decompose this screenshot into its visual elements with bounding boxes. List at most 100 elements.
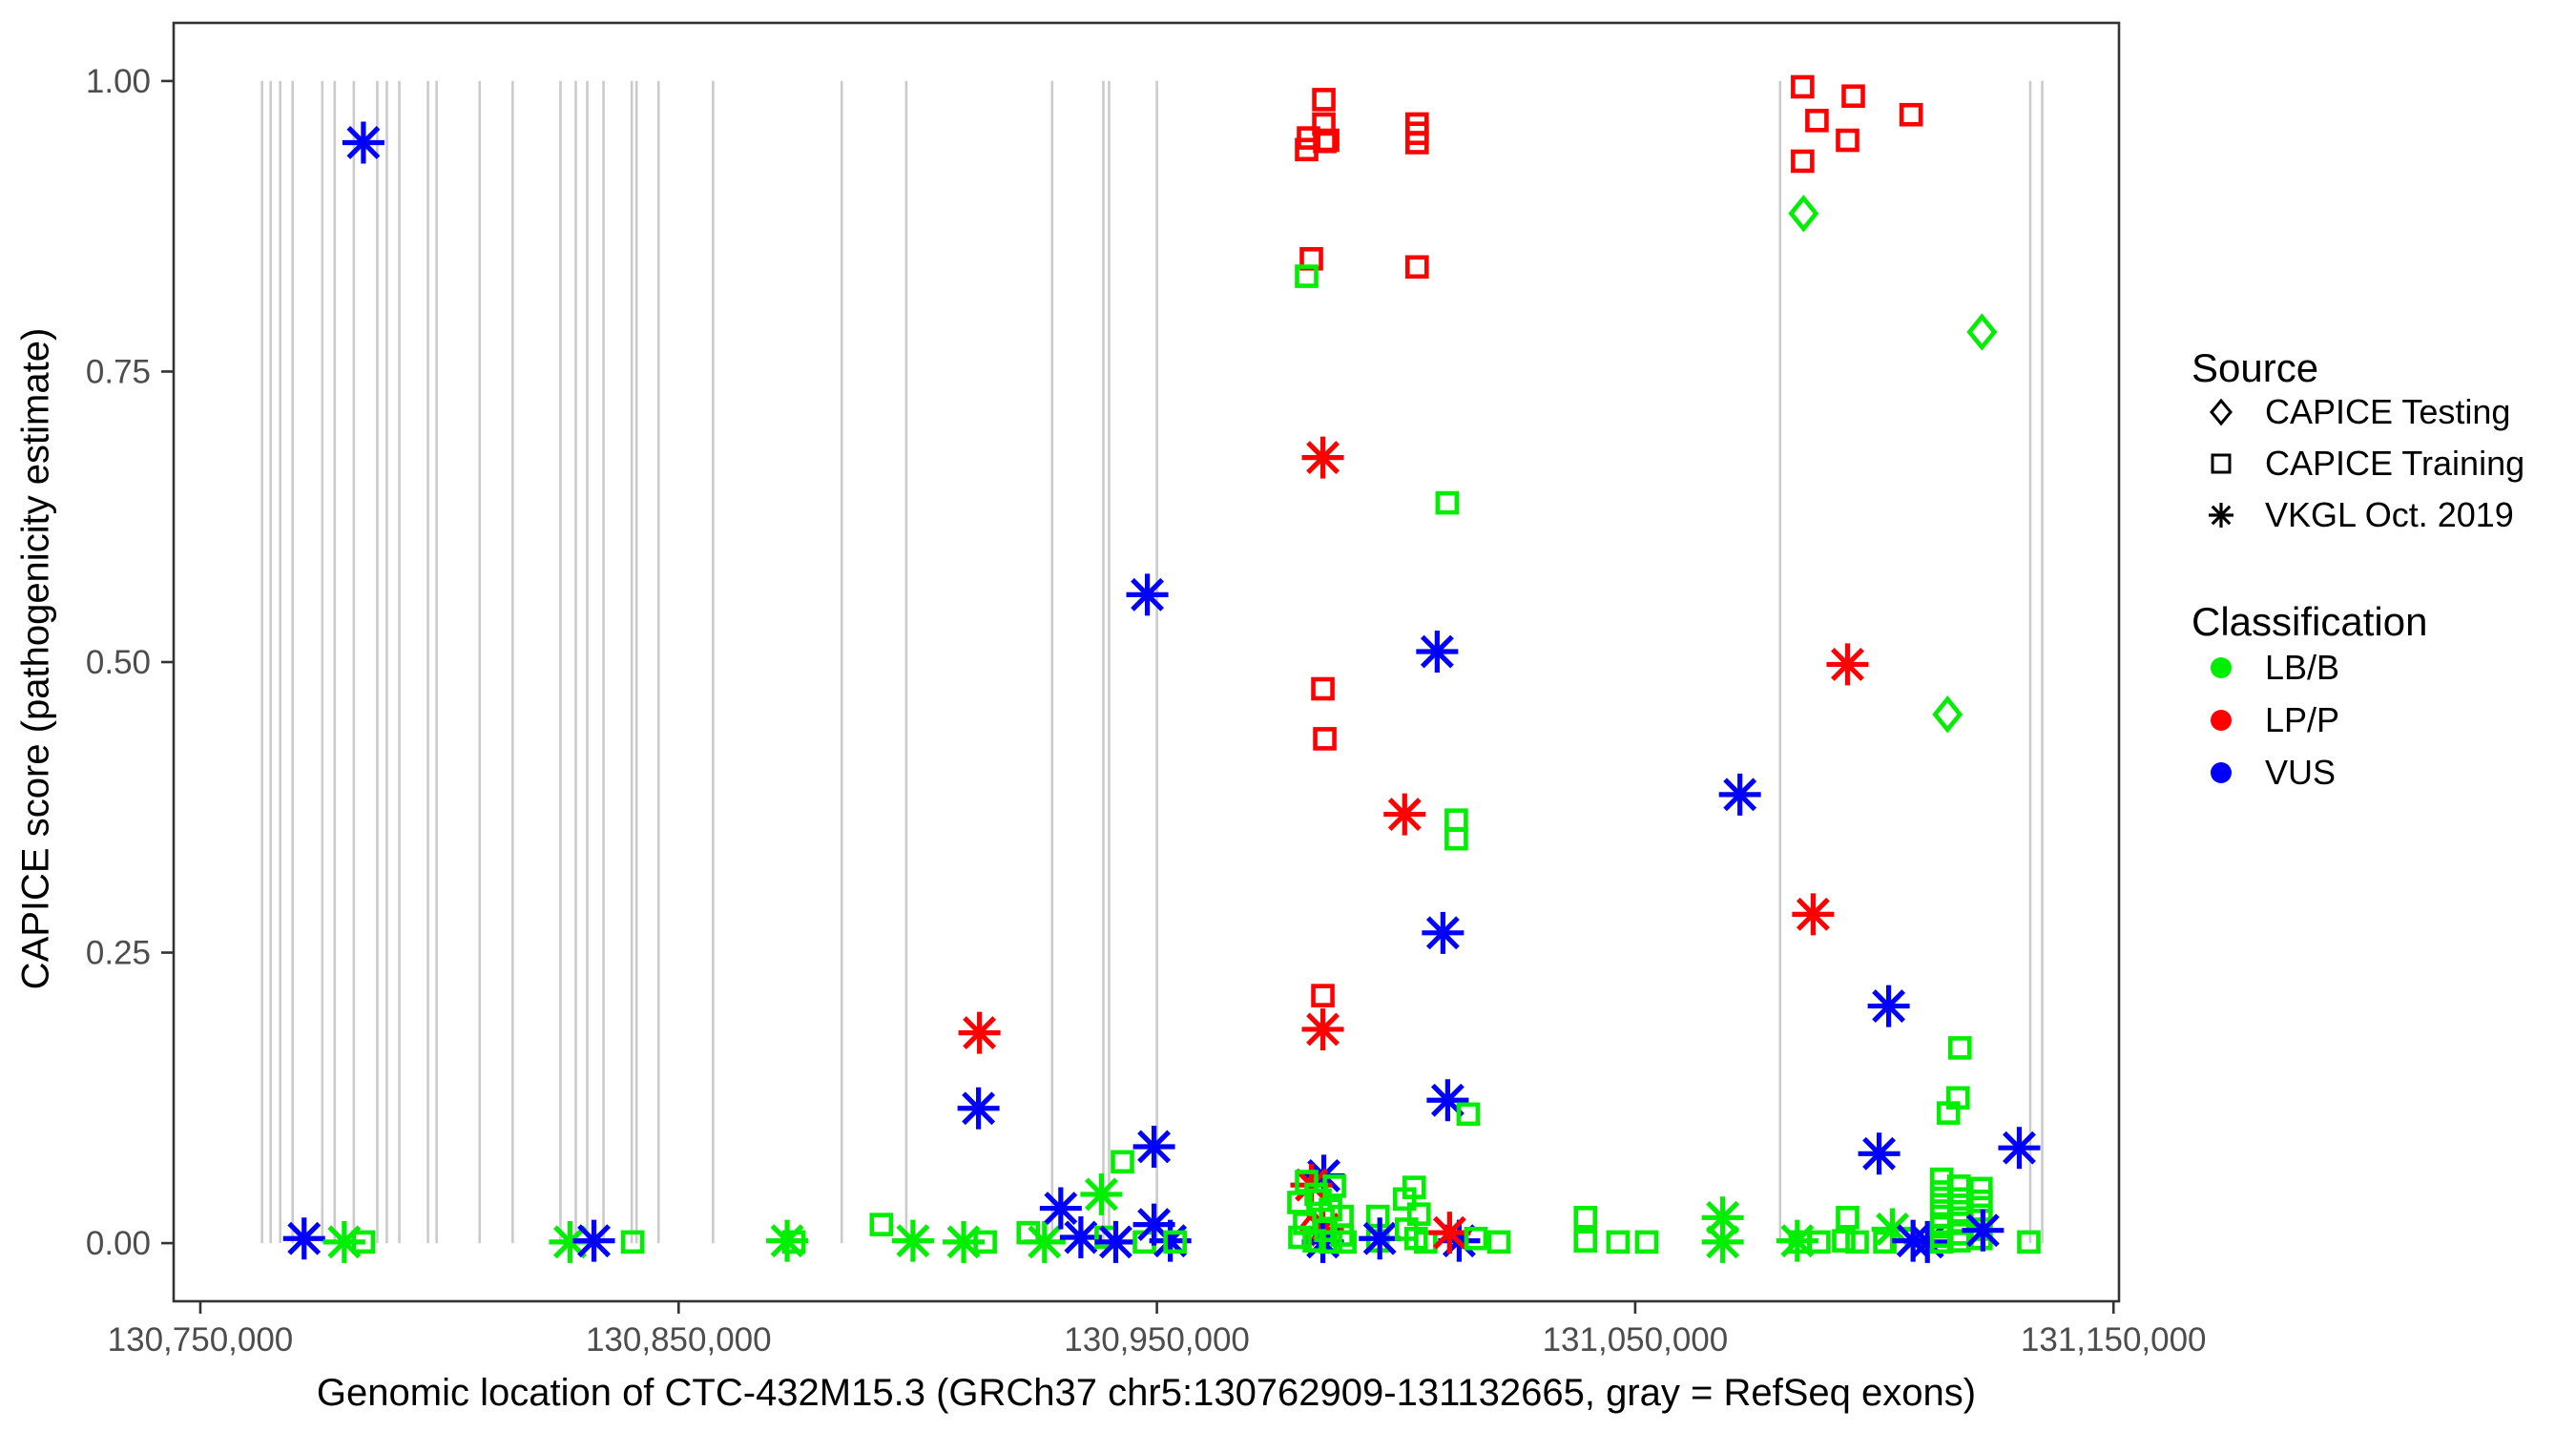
data-point bbox=[1422, 911, 1465, 954]
data-point bbox=[1416, 631, 1459, 674]
data-point bbox=[1946, 1229, 1971, 1253]
data-point bbox=[1836, 128, 1859, 153]
data-point bbox=[1701, 1220, 1744, 1263]
data-point bbox=[1998, 1127, 2041, 1170]
data-point bbox=[1094, 1220, 1137, 1263]
x-tick-label: 130,750,000 bbox=[108, 1321, 294, 1358]
data-point bbox=[1301, 436, 1344, 479]
square-icon bbox=[2211, 453, 2232, 474]
data-point bbox=[1322, 1174, 1346, 1198]
x-tick-label: 131,150,000 bbox=[2021, 1321, 2207, 1358]
data-point bbox=[1426, 1079, 1469, 1122]
data-point bbox=[1899, 102, 1923, 127]
data-point bbox=[1407, 1202, 1431, 1226]
data-point bbox=[1313, 727, 1337, 751]
data-point bbox=[1606, 1230, 1631, 1255]
data-point bbox=[1826, 643, 1869, 686]
y-tick-label: 1.00 bbox=[86, 63, 151, 100]
x-tick-label: 130,850,000 bbox=[586, 1321, 772, 1358]
data-point bbox=[1634, 1230, 1659, 1255]
legend-classification-title: Classification bbox=[2192, 599, 2428, 644]
asterisk-icon bbox=[2209, 503, 2233, 528]
data-point bbox=[1805, 109, 1829, 133]
green-dot-icon bbox=[2211, 657, 2232, 678]
legend-item-lpp: LP/P bbox=[2198, 697, 2339, 743]
data-point bbox=[1405, 131, 1429, 155]
data-point bbox=[1295, 264, 1319, 288]
data-point bbox=[958, 1011, 1001, 1054]
legend-item-capice-training: CAPICE Training bbox=[2198, 441, 2524, 487]
data-point bbox=[322, 1220, 365, 1263]
data-point bbox=[1359, 1217, 1402, 1260]
blue-dot-icon bbox=[2211, 762, 2232, 783]
data-point bbox=[1428, 1212, 1471, 1255]
data-point bbox=[1312, 88, 1336, 112]
legend-item-label: LB/B bbox=[2265, 648, 2340, 687]
y-tick-label: 0.00 bbox=[86, 1225, 151, 1262]
data-point bbox=[1573, 1205, 1598, 1230]
data-point bbox=[1333, 1230, 1357, 1255]
data-point bbox=[1962, 1209, 2005, 1252]
x-tick-label: 130,950,000 bbox=[1064, 1321, 1250, 1358]
data-point bbox=[2017, 1230, 2041, 1255]
y-axis-title: CAPICE score (pathogenicity estimate) bbox=[14, 327, 57, 990]
data-point bbox=[1316, 128, 1340, 153]
data-point bbox=[1792, 893, 1835, 936]
data-point bbox=[351, 1230, 376, 1255]
data-point bbox=[1791, 149, 1815, 174]
y-tick-label: 0.50 bbox=[86, 644, 151, 681]
legend-item-label: VUS bbox=[2265, 753, 2337, 792]
data-point bbox=[1456, 1102, 1481, 1127]
data-point bbox=[1969, 1176, 1993, 1201]
data-point bbox=[869, 1213, 894, 1236]
data-point bbox=[1867, 985, 1910, 1027]
data-point bbox=[1444, 826, 1468, 851]
data-point bbox=[1302, 1229, 1326, 1253]
data-point bbox=[1791, 74, 1815, 99]
data-point bbox=[1841, 84, 1865, 109]
data-point bbox=[1383, 793, 1426, 836]
data-point bbox=[1126, 573, 1169, 616]
data-point bbox=[1163, 1230, 1187, 1255]
data-point bbox=[1858, 1132, 1901, 1175]
data-point bbox=[1836, 1205, 1859, 1230]
data-point bbox=[1111, 1150, 1134, 1174]
data-point bbox=[1573, 1229, 1598, 1253]
data-point bbox=[1311, 676, 1335, 701]
data-point bbox=[1932, 695, 1963, 734]
data-point bbox=[1776, 1219, 1818, 1262]
data-point bbox=[1405, 255, 1429, 280]
data-point bbox=[1718, 773, 1761, 816]
data-point bbox=[620, 1230, 645, 1255]
y-tick-label: 0.25 bbox=[86, 935, 151, 972]
data-point bbox=[1080, 1172, 1123, 1215]
legend-item-label: VKGL Oct. 2019 bbox=[2265, 495, 2514, 534]
data-point bbox=[1435, 490, 1460, 515]
data-point bbox=[1464, 1226, 1488, 1251]
data-point bbox=[1946, 1187, 1971, 1212]
data-point bbox=[1788, 195, 1819, 233]
legend-item-vkgl: VKGL Oct. 2019 bbox=[2198, 492, 2514, 538]
data-point bbox=[1301, 1007, 1344, 1050]
x-tick-label: 131,050,000 bbox=[1543, 1321, 1729, 1358]
data-point bbox=[342, 121, 384, 164]
data-point bbox=[781, 1230, 806, 1255]
data-point bbox=[1486, 1230, 1511, 1255]
data-point bbox=[1807, 1230, 1831, 1255]
data-point bbox=[1023, 1220, 1066, 1263]
data-point bbox=[1132, 1125, 1175, 1168]
red-dot-icon bbox=[2211, 710, 2232, 731]
data-point bbox=[957, 1087, 1000, 1130]
data-point bbox=[1946, 1174, 1971, 1198]
data-point bbox=[973, 1230, 997, 1255]
diamond-icon bbox=[2210, 398, 2233, 426]
data-point bbox=[943, 1220, 986, 1263]
legend-item-label: CAPICE Testing bbox=[2265, 392, 2511, 431]
data-point bbox=[1308, 1188, 1332, 1213]
legend-item-label: LP/P bbox=[2265, 700, 2340, 739]
data-point bbox=[1392, 1187, 1417, 1212]
y-tick-label: 0.75 bbox=[86, 353, 151, 390]
legend-item-label: CAPICE Training bbox=[2265, 444, 2525, 483]
